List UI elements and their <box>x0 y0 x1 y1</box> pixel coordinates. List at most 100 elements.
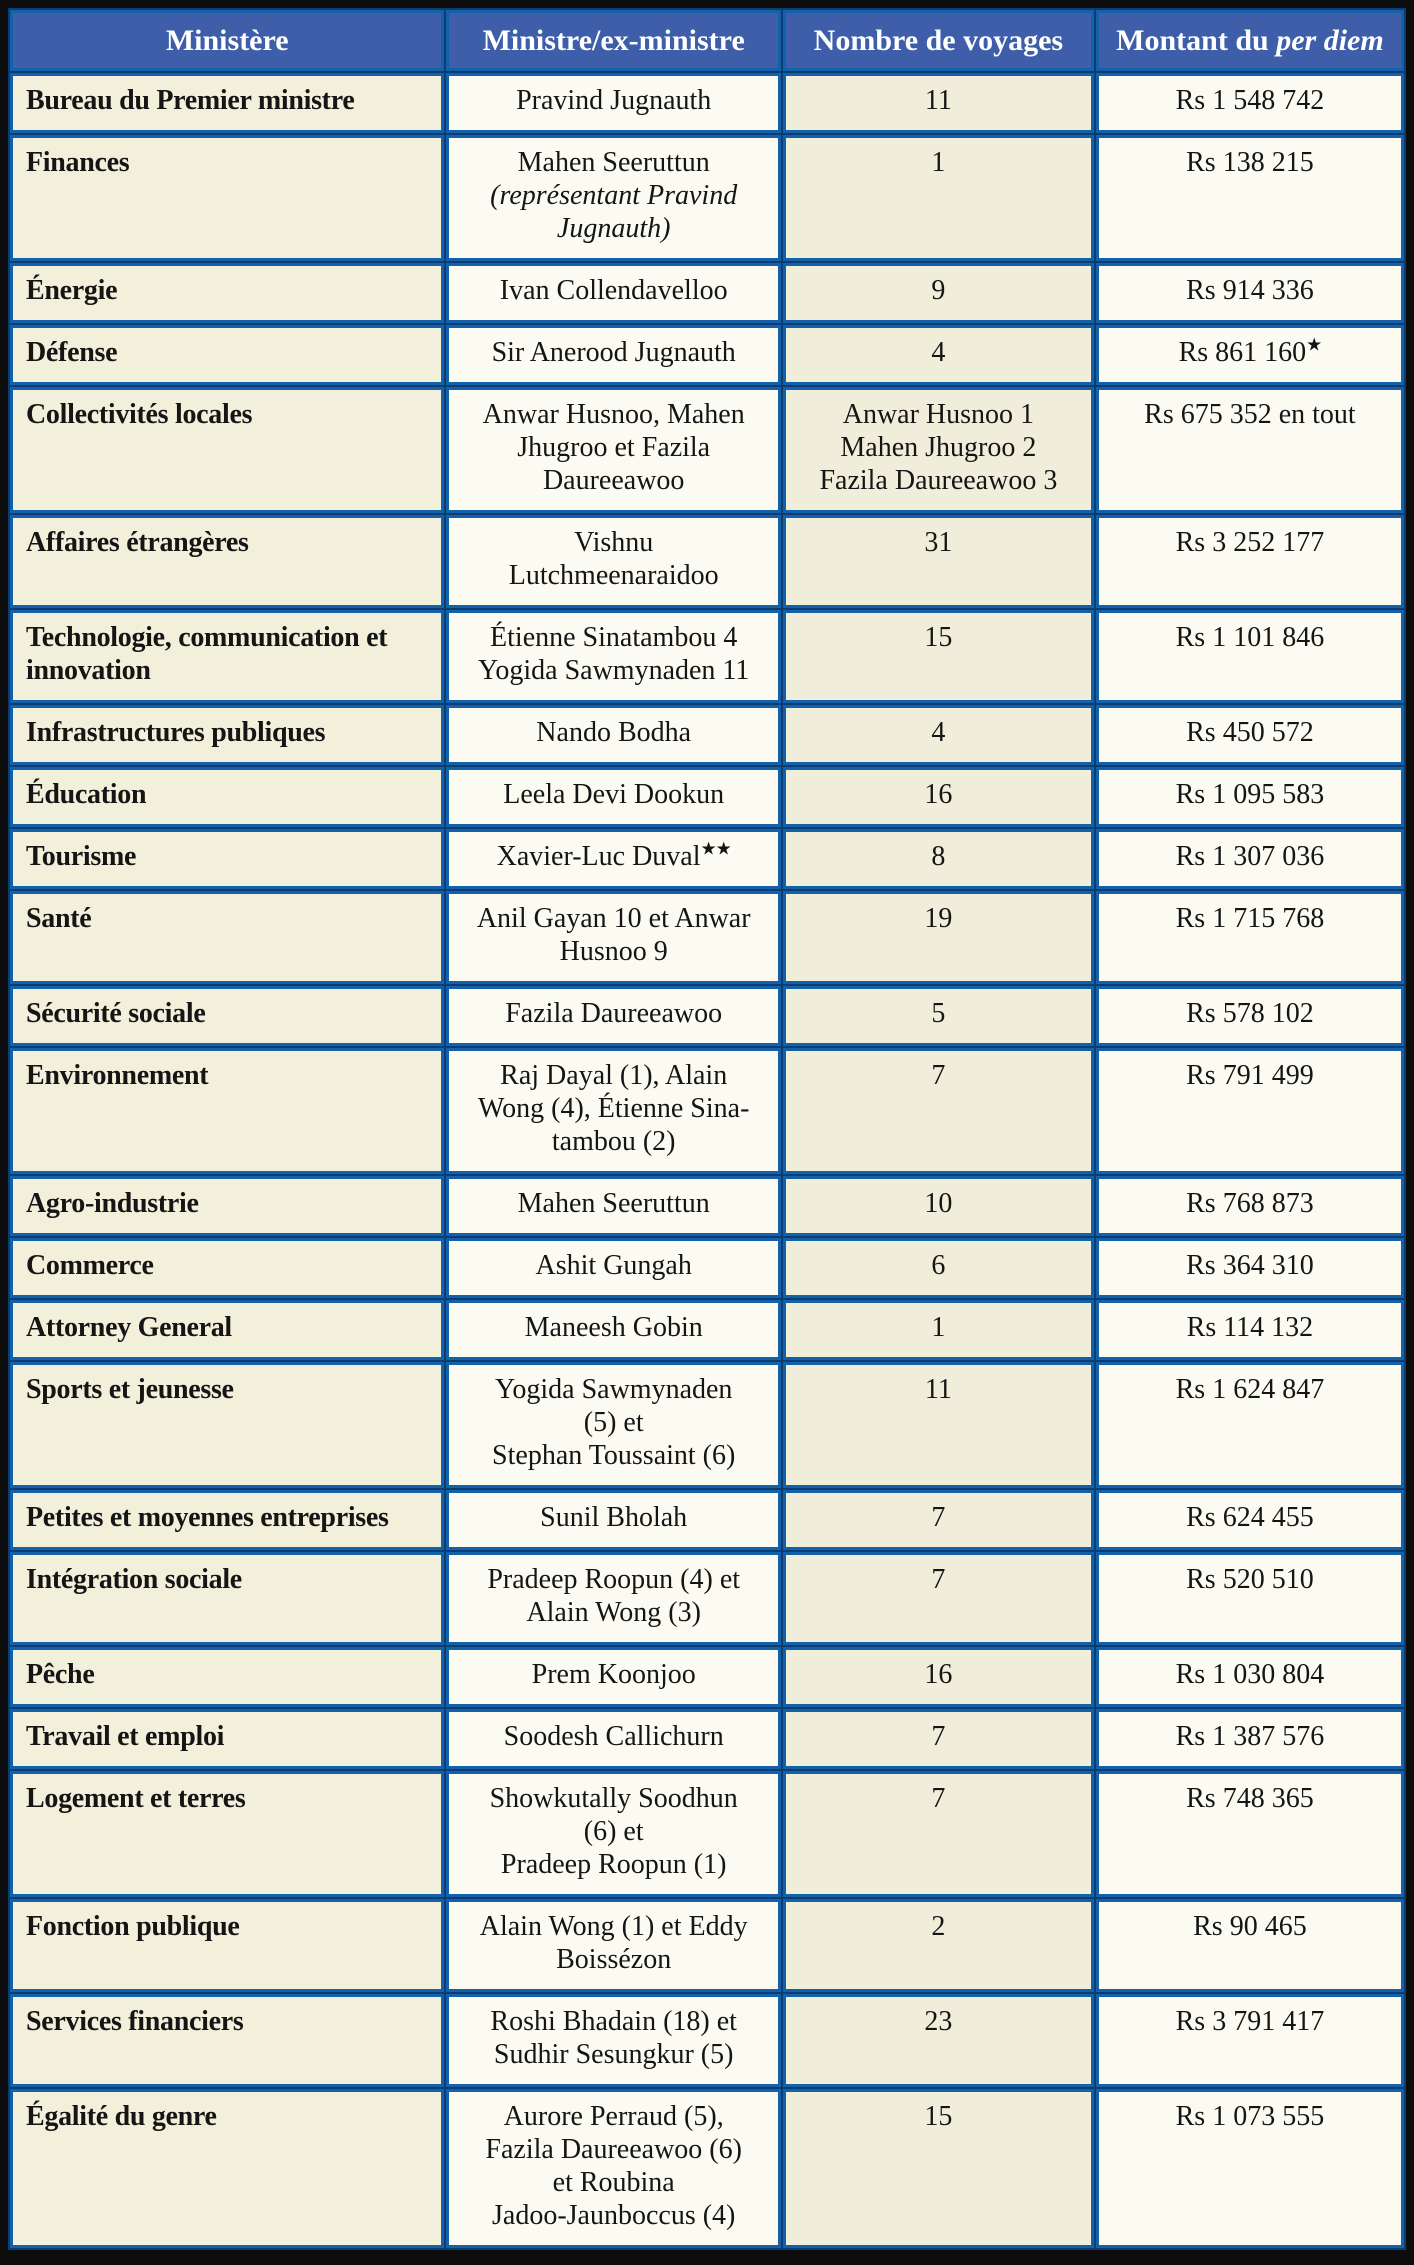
ministry-cell: Bureau du Premier ministre <box>10 73 445 133</box>
table-row: Logement et terres Showkutally Soodhun (6)… <box>10 1771 1404 1897</box>
table-row: Sports et jeunesse Yogida Sawmynaden (5) e… <box>10 1362 1404 1488</box>
ministry-cell: Affaires étrangères <box>10 515 445 608</box>
minister-line: (5) et <box>583 1407 644 1438</box>
ministry-cell: Petites et moyennes entreprises <box>10 1490 445 1550</box>
amount-cell: Rs 520 510 <box>1095 1552 1404 1645</box>
minister-line: Pradeep Roopun (4) et <box>487 1564 741 1595</box>
voyages-cell: 16 <box>782 767 1094 827</box>
table-row: Finances Mahen Seeruttun (représentant Pra… <box>10 135 1404 261</box>
minister-line: Fazila Daureeawoo <box>505 998 723 1029</box>
voyages-cell: 7 <box>782 1490 1094 1550</box>
minister-line: Daureeawoo <box>542 465 685 496</box>
amount-value: Rs 768 873 <box>1186 1188 1314 1219</box>
amount-value: Rs 1 548 742 <box>1175 85 1325 116</box>
ministry-cell: Agro-industrie <box>10 1176 445 1236</box>
amount-value: Rs 748 365 <box>1186 1783 1314 1814</box>
minister-line: Sunil Bholah <box>540 1502 688 1533</box>
table-row: Pêche Prem Koonjoo 16 Rs 1 030 804 <box>10 1647 1404 1707</box>
minister-line: Xavier-Luc Duval <box>496 841 701 872</box>
minister-line: Pradeep Roopun (1) <box>500 1849 727 1880</box>
voyages-cell: 8 <box>782 829 1094 889</box>
minister-line: et Roubina <box>552 2167 675 2198</box>
voyages-line: Mahen Jhugroo 2 <box>840 432 1037 463</box>
amount-value: Rs 1 715 768 <box>1175 903 1325 934</box>
voyages-cell: 1 <box>782 135 1094 261</box>
amount-value: Rs 90 465 <box>1193 1911 1307 1942</box>
amount-cell: Rs 450 572 <box>1095 705 1404 765</box>
voyages-line: 16 <box>924 1659 953 1690</box>
minister-line: Stephan Toussaint (6) <box>492 1440 736 1471</box>
minister-cell: Pradeep Roopun (4) et Alain Wong (3) <box>446 1552 781 1645</box>
minister-line: Aurore Perraud (5), <box>503 2101 724 2132</box>
voyages-cell: 15 <box>782 2089 1094 2248</box>
voyages-line: 2 <box>931 1911 946 1942</box>
voyages-line: 7 <box>931 1783 946 1814</box>
minister-cell: Étienne Sinatambou 4 Yogida Sawmynaden 11 <box>446 610 781 703</box>
amount-value: Rs 1 073 555 <box>1175 2101 1325 2132</box>
amount-cell: Rs 1 548 742 <box>1095 73 1404 133</box>
amount-cell: Rs 578 102 <box>1095 986 1404 1046</box>
amount-value: Rs 520 510 <box>1186 1564 1314 1595</box>
header-row: Ministère Ministre/ex-ministre Nombre de… <box>10 10 1404 71</box>
minister-line: Fazila Daureeawoo (6) <box>485 2134 742 2165</box>
amount-value: Rs 914 336 <box>1186 275 1314 306</box>
voyages-line: 11 <box>924 1374 952 1405</box>
voyages-line: 16 <box>924 779 953 810</box>
table-row: Égalité du genre Aurore Perraud (5), Fazil… <box>10 2089 1404 2248</box>
minister-line: Raj Dayal (1), Alain <box>500 1060 728 1091</box>
minister-cell: Roshi Bhadain (18) et Sudhir Sesungkur (5… <box>446 1994 781 2087</box>
ministry-cell: Pêche <box>10 1647 445 1707</box>
voyages-line: 11 <box>924 85 952 116</box>
amount-cell: Rs 1 307 036 <box>1095 829 1404 889</box>
ministry-cell: Travail et emploi <box>10 1709 445 1769</box>
amount-value: Rs 3 791 417 <box>1175 2006 1325 2037</box>
amount-cell: Rs 364 310 <box>1095 1238 1404 1298</box>
minister-line: Maneesh Gobin <box>524 1312 703 1343</box>
table-row: Défense Sir Anerood Jugnauth 4 Rs 861 160★ <box>10 325 1404 385</box>
header-amount-prefix: Montant du <box>1116 24 1277 57</box>
minister-cell: Sunil Bholah <box>446 1490 781 1550</box>
amount-cell: Rs 1 387 576 <box>1095 1709 1404 1769</box>
voyages-line: 1 <box>931 1312 946 1343</box>
minister-line: Nando Bodha <box>536 717 692 748</box>
amount-value: Rs 364 310 <box>1186 1250 1314 1281</box>
voyages-line: 7 <box>931 1564 946 1595</box>
amount-cell: Rs 138 215 <box>1095 135 1404 261</box>
voyages-line: 8 <box>931 841 946 872</box>
minister-line: Sudhir Sesungkur (5) <box>493 2039 734 2070</box>
ministry-cell: Technologie, communication et innovation <box>10 610 445 703</box>
voyages-cell: 11 <box>782 73 1094 133</box>
minister-line: Roshi Bhadain (18) et <box>490 2006 737 2037</box>
ministry-cell: Finances <box>10 135 445 261</box>
amount-cell: Rs 675 352 en tout <box>1095 387 1404 513</box>
minister-line: Anil Gayan 10 et Anwar <box>476 903 751 934</box>
voyages-cell: 7 <box>782 1709 1094 1769</box>
minister-line: Vishnu <box>574 527 654 558</box>
minister-cell: Prem Koonjoo <box>446 1647 781 1707</box>
minister-line: Sir Anerood Jugnauth <box>491 337 736 368</box>
minister-cell: Anwar Husnoo, Mahen Jhugroo et Fazila Daur… <box>446 387 781 513</box>
table-row: Infrastructures publiques Nando Bodha 4 Rs … <box>10 705 1404 765</box>
voyages-cell: 11 <box>782 1362 1094 1488</box>
voyages-cell: 6 <box>782 1238 1094 1298</box>
amount-value: Rs 450 572 <box>1186 717 1314 748</box>
voyages-line: 4 <box>931 337 946 368</box>
minister-cell: Xavier-Luc Duval★★ <box>446 829 781 889</box>
voyages-line: Fazila Daureeawoo 3 <box>819 465 1058 496</box>
voyages-cell: 7 <box>782 1771 1094 1897</box>
table-row: Énergie Ivan Collendavelloo 9 Rs 914 336 <box>10 263 1404 323</box>
amount-cell: Rs 3 252 177 <box>1095 515 1404 608</box>
minister-line: Jadoo-Jaunboccus (4) <box>492 2200 736 2231</box>
amount-cell: Rs 1 073 555 <box>1095 2089 1404 2248</box>
voyages-cell: 15 <box>782 610 1094 703</box>
voyages-cell: 7 <box>782 1552 1094 1645</box>
voyages-line: 23 <box>924 2006 953 2037</box>
amount-cell: Rs 914 336 <box>1095 263 1404 323</box>
voyages-cell: 5 <box>782 986 1094 1046</box>
minister-line: Mahen Seeruttun <box>517 147 710 178</box>
amount-value: Rs 1 387 576 <box>1175 1721 1325 1752</box>
voyages-cell: 4 <box>782 325 1094 385</box>
minister-cell: Mahen Seeruttun (représentant Pravind Jugn… <box>446 135 781 261</box>
minister-line: Husnoo 9 <box>559 936 668 967</box>
